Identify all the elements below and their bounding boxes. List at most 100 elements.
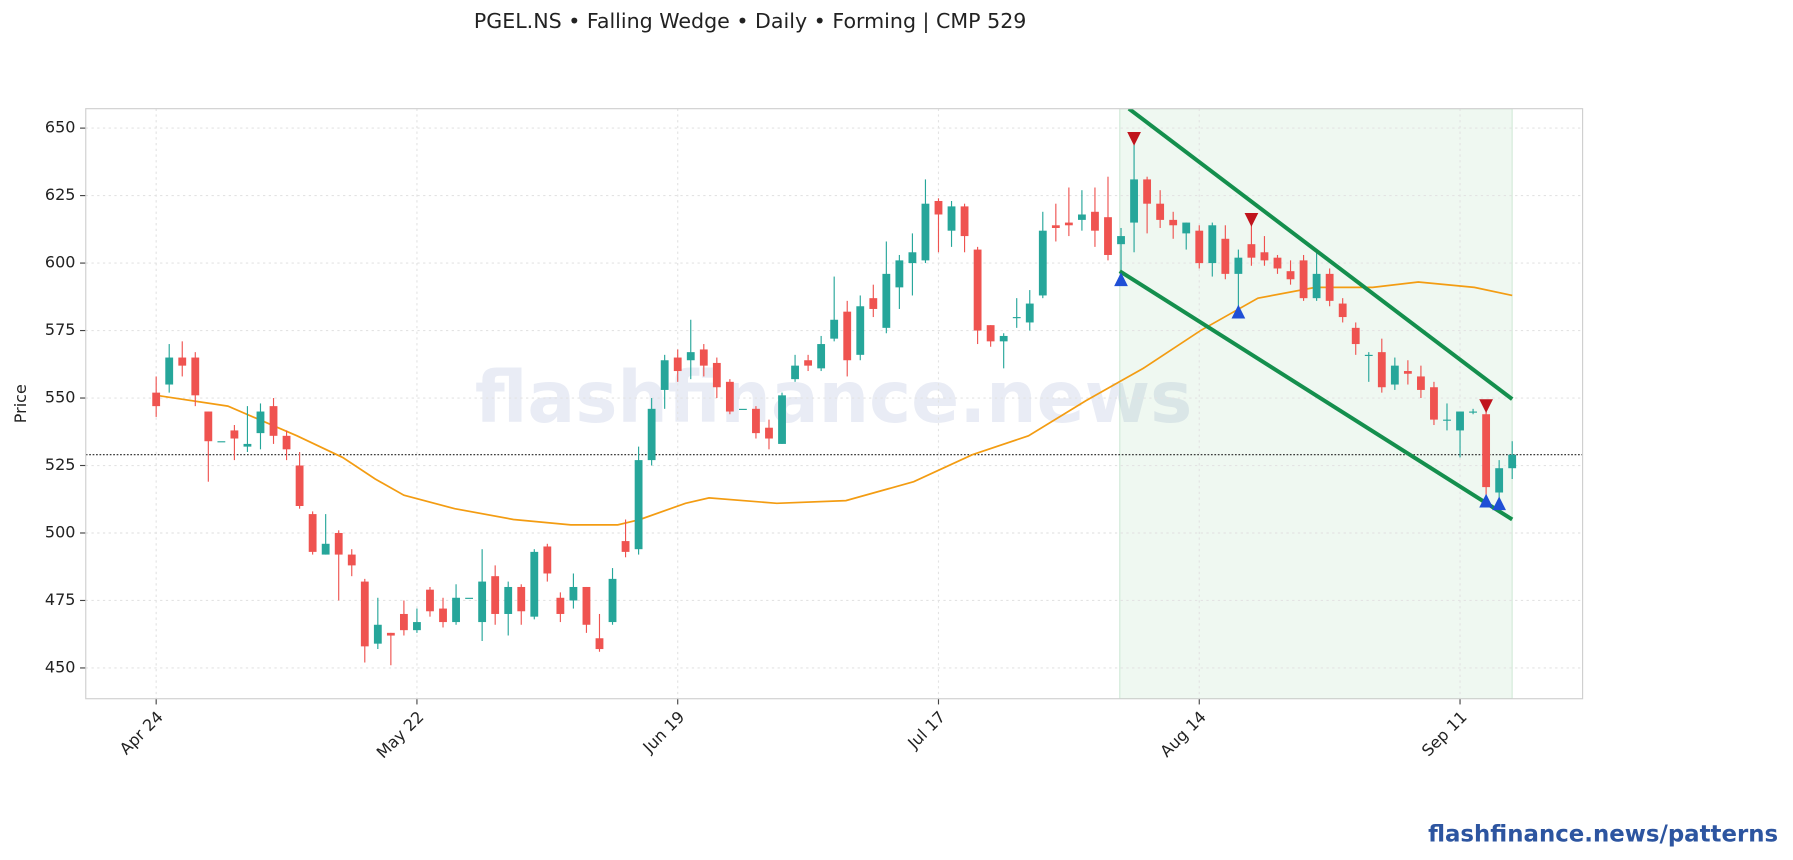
candle-body [308,514,317,552]
lower-trendline [1118,269,1514,522]
source-link: flashfinance.news/patterns [1428,821,1778,847]
pivot-high-marker [1479,399,1493,413]
candle-body [478,581,487,623]
y-tick-label: 625 [45,185,76,204]
candle-body [882,273,891,328]
candle-body [1482,414,1491,488]
candle-body [699,349,708,366]
candle-body [165,357,174,385]
candle-body [1443,419,1451,421]
candle-body [517,586,526,612]
chart-title: PGEL.NS • Falling Wedge • Daily • Formin… [474,9,1027,34]
candle-body [1299,260,1308,299]
candle-body [1351,327,1360,345]
candle-body [334,532,343,555]
candle-body [204,411,213,442]
candle-body [686,352,695,361]
candle-body [725,381,734,412]
y-tick-label: 575 [45,320,76,339]
candle-body [660,360,669,390]
candle-body [256,411,265,434]
candle-body [152,392,161,407]
candle-body [621,541,630,552]
candle-body [347,554,356,566]
candle-body [1247,244,1256,258]
x-tick-label: Aug 14 [1156,707,1210,761]
y-tick-label: 550 [45,388,76,407]
candle-body [960,206,969,237]
candle-body [191,357,200,396]
candle-body [243,443,252,447]
candle-body [1338,303,1347,318]
candle-body [1156,203,1165,220]
pattern-zone [1119,108,1513,699]
candle-body [804,360,813,366]
candle-body [647,408,656,461]
candle-body [934,200,943,215]
candle-body [1390,365,1399,385]
y-tick-label: 600 [45,253,76,272]
candle-body [738,408,747,410]
candle-body [1234,257,1243,274]
candle-body [217,441,226,443]
y-axis-label: Price [11,384,30,423]
candle-body [399,613,408,631]
candle-body [1078,214,1086,220]
candle-body [791,365,799,380]
candle-body [504,586,513,614]
candle-body [1312,273,1321,299]
candle-body [1508,454,1517,469]
candle-body [765,427,773,439]
candle-body [321,543,330,555]
candle-body [1469,411,1477,413]
candle-body [569,586,578,601]
plot-area [85,108,1583,699]
candle-body [1064,222,1073,226]
candle-body [869,298,878,309]
candle-body [778,395,786,444]
candle-body [856,306,865,355]
candle-body [921,203,930,261]
candle-body [530,551,539,617]
candle-body [426,589,434,612]
candle-body [1286,271,1295,280]
candle-body [1364,354,1373,356]
y-tick-label: 500 [45,522,76,541]
candle-body [282,435,291,450]
candle-body [830,319,839,339]
x-tick-label: Jun 19 [638,707,688,757]
candle-body [1051,225,1060,228]
moving-average [156,281,1513,526]
candle-body [999,335,1008,342]
candle-body [1195,230,1204,264]
candle-body [1430,387,1438,420]
candle-body [1417,376,1425,390]
candle-body [986,325,995,342]
candle-body [947,206,956,231]
candle-body [1325,273,1334,301]
x-tick-label: May 22 [373,707,428,762]
x-tick-label: Apr 24 [116,707,167,758]
watermark: flashfinance.news [475,356,1192,439]
candle-body [386,632,395,636]
candle-body [843,311,852,361]
candle-body [1012,317,1021,319]
candle-body [230,430,239,439]
candle-body [360,581,369,647]
candle-body [543,546,552,574]
candle-body [452,597,460,623]
candle-body [1377,352,1386,388]
pivot-low-marker [1479,493,1493,508]
upper-trendline [1127,108,1514,401]
candle-body [895,260,904,288]
y-tick-label: 475 [45,590,76,609]
candle-body [634,460,643,550]
candle-body [582,586,591,625]
candle-body [1403,371,1412,374]
candle-body [269,406,278,436]
candle-body [295,465,304,506]
pivot-high-marker [1244,213,1259,227]
pivot-low-marker [1492,496,1507,511]
candle-body [1143,179,1152,204]
